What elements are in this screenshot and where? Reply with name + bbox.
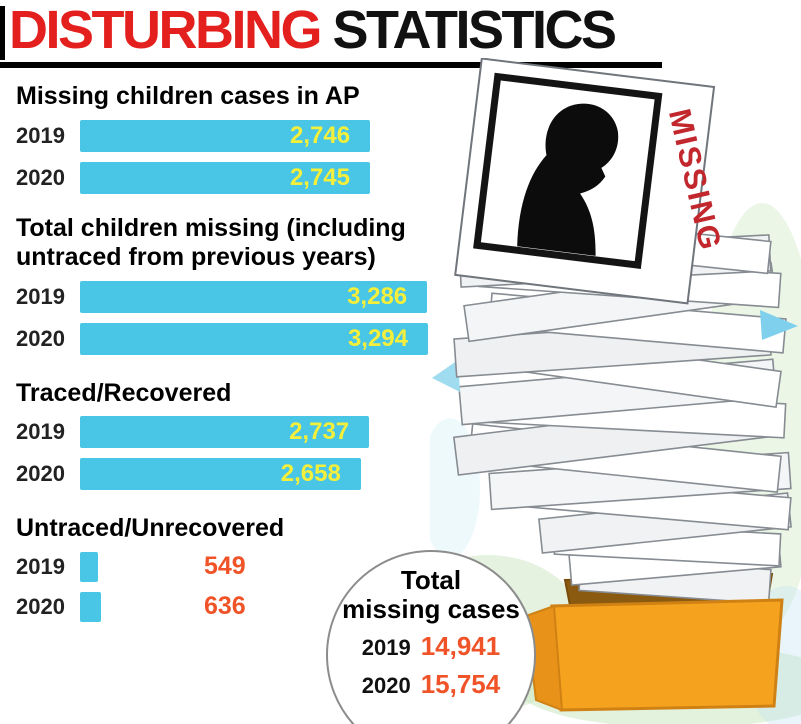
bar-2019-traced: 2,737 xyxy=(80,416,370,448)
chart-column: Missing children cases in AP 2019 2,746 … xyxy=(16,72,468,622)
bar-value-label: 3,286 xyxy=(347,282,408,310)
bar-value-label: 549 xyxy=(204,552,246,580)
bar-value-label: 2,746 xyxy=(290,121,351,149)
section-title-total-missing: Total children missing (including untrac… xyxy=(16,213,406,272)
bar-2019-untraced xyxy=(80,551,99,582)
bar-row: 2020 2,745 xyxy=(16,161,468,194)
page-title-red: DISTURBING xyxy=(9,0,323,60)
bar-value-label: 636 xyxy=(204,592,246,620)
bar-year-label: 2019 xyxy=(16,122,65,148)
badge-row-2020: 2020 15,754 xyxy=(328,669,534,700)
child-silhouette-icon xyxy=(517,103,619,256)
bar-value-label: 2,745 xyxy=(289,163,350,191)
bar-row: 2020 2,658 xyxy=(16,458,468,490)
section-title-missing-cases: Missing children cases in AP xyxy=(16,82,360,110)
bar-row: 2019 549 xyxy=(16,551,468,582)
bar-2019-total-missing: 3,286 xyxy=(80,280,428,313)
bar-row: 2019 2,737 xyxy=(16,416,468,448)
storage-box xyxy=(524,598,784,712)
bar-year-label: 2020 xyxy=(16,164,65,190)
bar-year-label: 2019 xyxy=(16,283,65,309)
paper-stack-illustration: MISSING xyxy=(430,58,801,724)
bar-value-label: 2,737 xyxy=(289,418,350,445)
bar-year-label: 2020 xyxy=(16,461,65,486)
badge-year: 2019 xyxy=(361,635,411,661)
section-title-traced: Traced/Recovered xyxy=(16,378,232,407)
bar-value-label: 3,294 xyxy=(347,324,408,352)
badge-value: 15,754 xyxy=(420,669,501,700)
bar-2020-total-missing: 3,294 xyxy=(80,322,428,355)
bar-2020-missing-cases: 2,745 xyxy=(80,161,370,194)
page-title-black: STATISTICS xyxy=(320,0,617,60)
badge-title-line2: missing cases xyxy=(342,594,520,625)
total-missing-badge: Total missing cases 2019 14,941 2020 15,… xyxy=(326,550,536,724)
badge-row-2019: 2019 14,941 xyxy=(328,631,534,662)
bar-2020-untraced xyxy=(80,591,102,622)
bar-value-label: 2,658 xyxy=(280,460,341,487)
bar-year-label: 2020 xyxy=(16,325,65,351)
bar-2020-traced: 2,658 xyxy=(80,458,361,490)
bar-row: 2019 3,286 xyxy=(16,280,468,313)
badge-year: 2020 xyxy=(361,673,411,699)
badge-value: 14,941 xyxy=(420,631,501,662)
bar-row: 2020 3,294 xyxy=(16,322,468,355)
badge-title-line1: Total xyxy=(400,565,462,595)
bar-2019-missing-cases: 2,746 xyxy=(80,119,371,152)
title-underline xyxy=(0,62,662,68)
bar-year-label: 2019 xyxy=(16,553,65,579)
title-edge-bar xyxy=(0,6,5,60)
page-title: DISTURBING STATISTICS xyxy=(9,0,617,60)
bar-row: 2019 2,746 xyxy=(16,119,468,152)
bar-year-label: 2019 xyxy=(16,419,65,444)
bar-year-label: 2020 xyxy=(16,593,65,619)
bar-row: 2020 636 xyxy=(16,591,468,622)
section-title-untraced: Untraced/Unrecovered xyxy=(16,514,285,542)
